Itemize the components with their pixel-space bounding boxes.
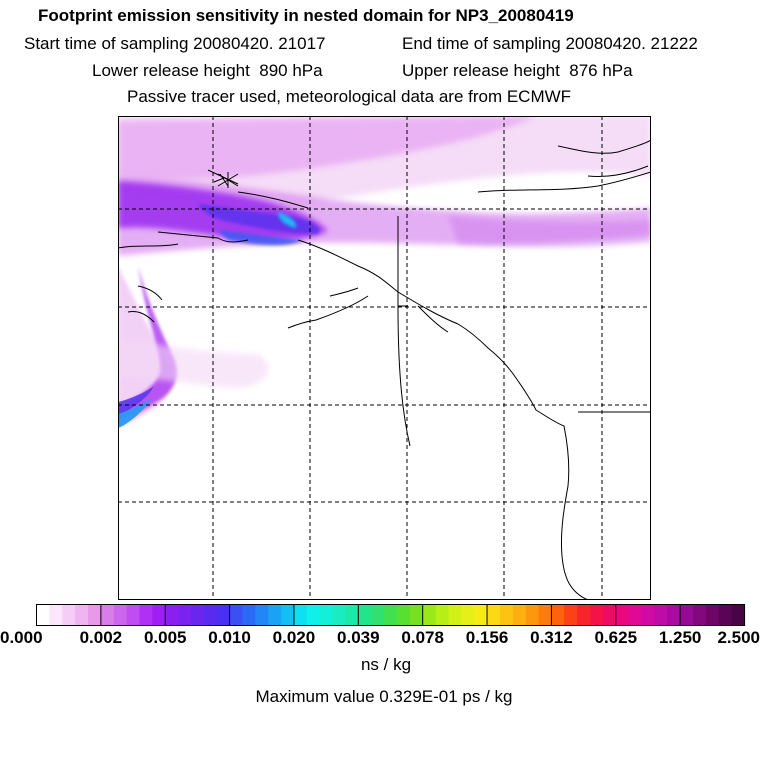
colorbar-cell bbox=[358, 604, 372, 626]
colorbar-cell bbox=[113, 604, 128, 626]
colorbar-units: ns / kg bbox=[360, 655, 412, 674]
colorbar-tick-label: 0.625 bbox=[594, 628, 638, 647]
tracer-info-label: Passive tracer used, meteorological data… bbox=[127, 87, 572, 106]
colorbar-cell bbox=[216, 604, 231, 626]
colorbar-cell bbox=[255, 604, 269, 626]
maximum-value-label: Maximum value 0.329E-01 ps / kg bbox=[255, 687, 513, 706]
colorbar-tick-label: 0.005 bbox=[143, 628, 187, 647]
colorbar-cell bbox=[126, 604, 141, 626]
lower-height-label: Lower release height 890 hPa bbox=[92, 61, 323, 80]
colorbar-cell bbox=[435, 604, 450, 626]
map-title: Footprint emission sensitivity in nested… bbox=[38, 6, 574, 25]
colorbar-cell bbox=[693, 604, 707, 626]
colorbar-cell bbox=[49, 604, 63, 626]
colorbar-tick-label: 0.010 bbox=[208, 628, 251, 647]
colorbar-cell bbox=[525, 604, 540, 626]
upper-height-label: Upper release height 876 hPa bbox=[402, 61, 633, 80]
colorbar-cell bbox=[306, 604, 321, 626]
colorbar-cell bbox=[551, 604, 565, 626]
colorbar-tick-label: 1.250 bbox=[658, 628, 702, 647]
colorbar-cell bbox=[641, 604, 655, 626]
colorbar-tick-label: 0.039 bbox=[337, 628, 380, 647]
coastlines bbox=[118, 139, 651, 600]
colorbar-cell bbox=[229, 604, 244, 626]
colorbar-cell bbox=[75, 604, 89, 626]
colorbar bbox=[36, 604, 746, 626]
end-time-label: End time of sampling 20080420. 21222 bbox=[402, 34, 698, 53]
colorbar-cell bbox=[705, 604, 720, 626]
colorbar-cell bbox=[293, 604, 308, 626]
colorbar-cell bbox=[461, 604, 475, 626]
colorbar-cell bbox=[654, 604, 668, 626]
colorbar-cell bbox=[384, 604, 398, 626]
colorbar-cell bbox=[680, 604, 694, 626]
colorbar-cell bbox=[152, 604, 166, 626]
colorbar-cell bbox=[281, 604, 295, 626]
colorbar-cell bbox=[590, 604, 604, 626]
colorbar-cell bbox=[628, 604, 643, 626]
colorbar-tick-label: 0.000 bbox=[0, 628, 43, 647]
colorbar-cell bbox=[615, 604, 630, 626]
colorbar-cell bbox=[409, 604, 424, 626]
colorbar-cell bbox=[448, 604, 462, 626]
colorbar-cell bbox=[422, 604, 437, 626]
graticule bbox=[118, 116, 651, 600]
colorbar-cell bbox=[87, 604, 102, 626]
colorbar-cell bbox=[474, 604, 488, 626]
colorbar-tick-label: 2.500 bbox=[717, 628, 760, 647]
footprint-map bbox=[118, 116, 651, 600]
colorbar-tick-label: 0.078 bbox=[401, 628, 444, 647]
colorbar-cell bbox=[512, 604, 527, 626]
colorbar-cell bbox=[538, 604, 553, 626]
colorbar-cell bbox=[268, 604, 282, 626]
colorbar-tick-label: 0.312 bbox=[530, 628, 573, 647]
colorbar-cell bbox=[602, 604, 617, 626]
colorbar-cell bbox=[371, 604, 385, 626]
colorbar-tick-label: 0.156 bbox=[465, 628, 509, 647]
emission-sensitivity-field bbox=[118, 116, 651, 428]
colorbar-cell bbox=[319, 604, 334, 626]
start-time-label: Start time of sampling 20080420. 21017 bbox=[24, 34, 326, 53]
colorbar-cell bbox=[165, 604, 179, 626]
colorbar-cell bbox=[564, 604, 578, 626]
colorbar-cell bbox=[190, 604, 205, 626]
colorbar-tick-label: 0.020 bbox=[272, 628, 316, 647]
colorbar-cell bbox=[731, 604, 746, 626]
colorbar-cell bbox=[62, 604, 76, 626]
colorbar-cell bbox=[396, 604, 411, 626]
map-frame bbox=[118, 116, 651, 600]
colorbar-cell bbox=[499, 604, 514, 626]
colorbar-cell bbox=[178, 604, 192, 626]
release-location-marker bbox=[217, 172, 239, 188]
colorbar-tick-label: 0.002 bbox=[79, 628, 123, 647]
colorbar-cell bbox=[100, 604, 115, 626]
colorbar-cell bbox=[203, 604, 218, 626]
colorbar-cell bbox=[667, 604, 681, 626]
colorbar-cell bbox=[242, 604, 256, 626]
colorbar-cell bbox=[718, 604, 733, 626]
colorbar-cell bbox=[577, 604, 591, 626]
colorbar-cell bbox=[487, 604, 501, 626]
colorbar-cell bbox=[332, 604, 347, 626]
colorbar-cell bbox=[345, 604, 359, 626]
colorbar-cell bbox=[36, 604, 50, 626]
colorbar-cell bbox=[139, 604, 153, 626]
